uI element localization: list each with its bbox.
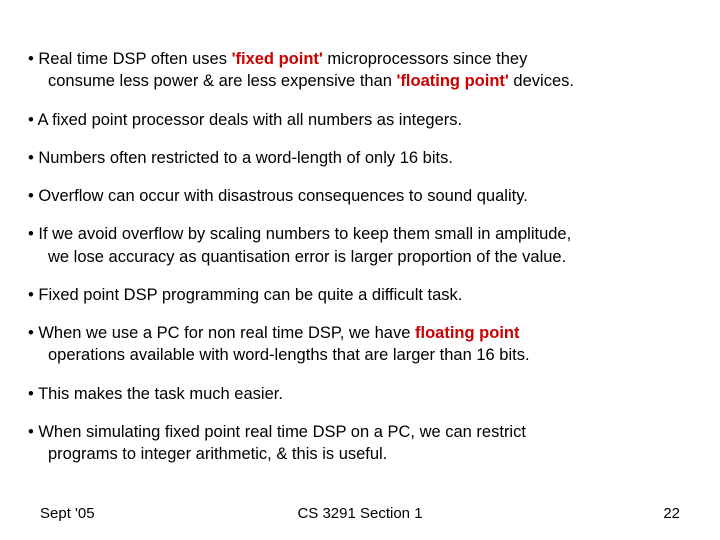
emphasis-text: 'fixed point': [232, 50, 323, 68]
bullet-continuation: operations available with word-lengths t…: [28, 344, 692, 366]
emphasis-text: 'floating point': [397, 72, 509, 90]
bullet-text: • If we avoid overflow by scaling number…: [28, 225, 571, 243]
bullet-item: • If we avoid overflow by scaling number…: [28, 223, 692, 268]
bullet-item: • Overflow can occur with disastrous con…: [28, 185, 692, 207]
bullet-text: • Numbers often restricted to a word-len…: [28, 149, 453, 167]
bullet-text: • Overflow can occur with disastrous con…: [28, 187, 528, 205]
bullet-item: • A fixed point processor deals with all…: [28, 109, 692, 131]
bullet-text: • Fixed point DSP programming can be qui…: [28, 286, 462, 304]
slide: • Real time DSP often uses 'fixed point'…: [0, 0, 720, 540]
bullet-continuation: we lose accuracy as quantisation error i…: [28, 246, 692, 268]
bullet-text: • Real time DSP often uses: [28, 50, 232, 68]
bullet-text: • When simulating fixed point real time …: [28, 423, 526, 441]
bullet-item: • Fixed point DSP programming can be qui…: [28, 284, 692, 306]
slide-footer: Sept '05 CS 3291 Section 1 22: [0, 505, 720, 522]
footer-title: CS 3291 Section 1: [0, 505, 720, 522]
bullet-text: microprocessors since they: [323, 50, 528, 68]
bullet-list: • Real time DSP often uses 'fixed point'…: [28, 48, 692, 465]
bullet-text: • A fixed point processor deals with all…: [28, 111, 462, 129]
bullet-continuation: consume less power & are less expensive …: [28, 70, 692, 92]
bullet-text: devices.: [509, 72, 574, 90]
bullet-item: • Numbers often restricted to a word-len…: [28, 147, 692, 169]
bullet-text: consume less power & are less expensive …: [48, 72, 397, 90]
bullet-item: • When we use a PC for non real time DSP…: [28, 322, 692, 367]
footer-date: Sept '05: [40, 505, 95, 522]
bullet-text: • This makes the task much easier.: [28, 385, 283, 403]
footer-page-number: 22: [663, 505, 680, 522]
bullet-item: • Real time DSP often uses 'fixed point'…: [28, 48, 692, 93]
bullet-text: • When we use a PC for non real time DSP…: [28, 324, 415, 342]
bullet-continuation: programs to integer arithmetic, & this i…: [28, 443, 692, 465]
bullet-item: • When simulating fixed point real time …: [28, 421, 692, 466]
emphasis-text: floating point: [415, 324, 519, 342]
bullet-item: • This makes the task much easier.: [28, 383, 692, 405]
